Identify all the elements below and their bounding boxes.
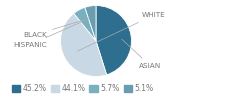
Text: WHITE: WHITE — [77, 12, 165, 51]
Wedge shape — [74, 7, 96, 41]
Wedge shape — [85, 6, 96, 41]
Wedge shape — [60, 13, 107, 76]
Wedge shape — [96, 6, 132, 75]
Text: ASIAN: ASIAN — [122, 39, 162, 69]
Legend: 45.2%, 44.1%, 5.7%, 5.1%: 45.2%, 44.1%, 5.7%, 5.1% — [9, 81, 157, 96]
Text: HISPANIC: HISPANIC — [13, 18, 90, 48]
Text: BLACK: BLACK — [23, 21, 82, 38]
